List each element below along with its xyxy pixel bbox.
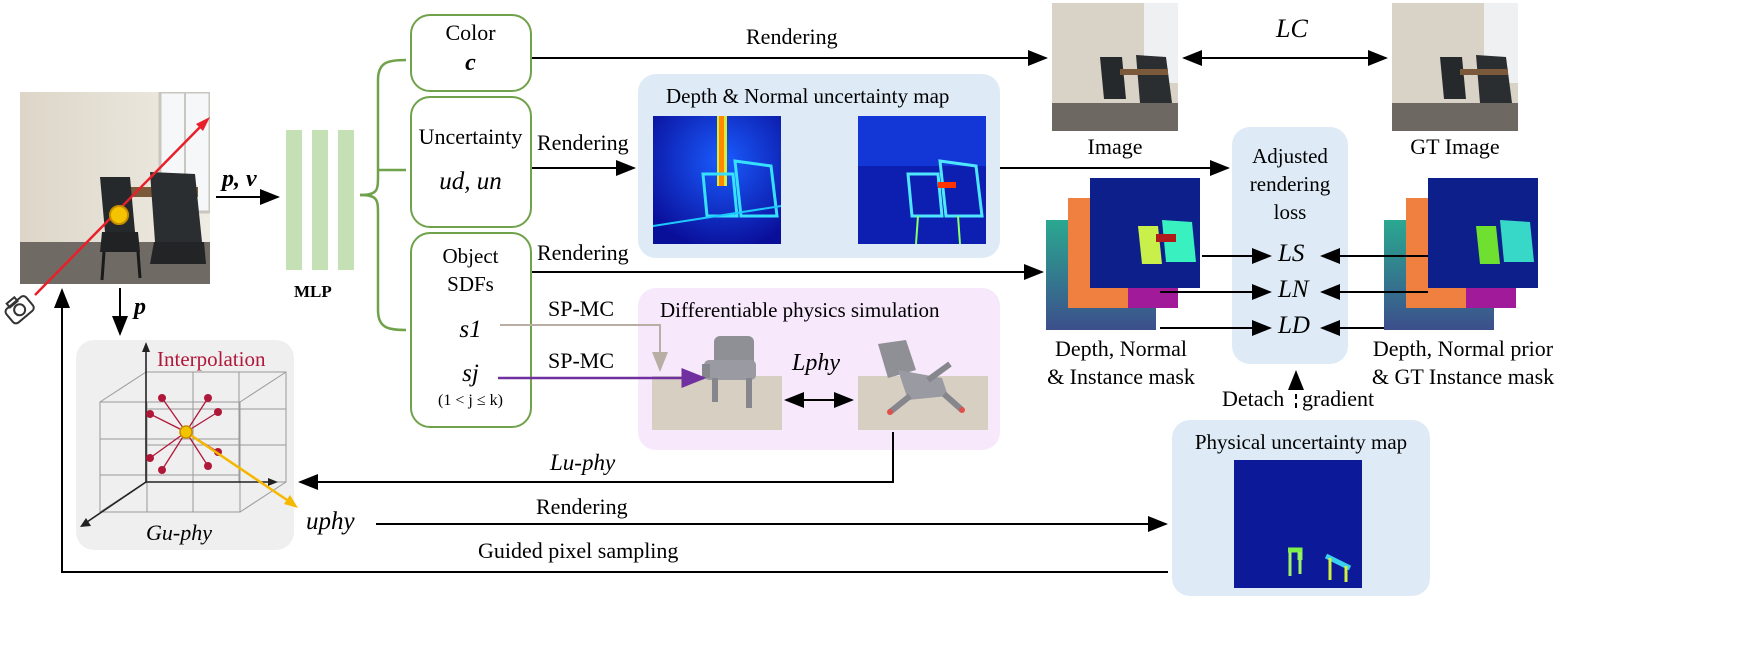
camera-ray [34, 117, 210, 296]
sdf-title-1: Object [442, 244, 499, 268]
mlp-bar-1 [286, 130, 302, 270]
color-title: Color [445, 20, 496, 45]
chair-fallen-sim [858, 340, 988, 430]
uncertainty-title: Uncertainty [418, 124, 523, 149]
detach-label: Detach [1222, 386, 1285, 411]
physical-uncertainty-title: Physical uncertainty map [1194, 430, 1408, 454]
rendering-label-uphy: Rendering [536, 494, 628, 519]
chair-upright-sim [652, 336, 782, 430]
loss-semantic: LS [1278, 240, 1305, 267]
mlp-bar-2 [312, 130, 328, 270]
sdf-s1: s1 [459, 316, 482, 343]
uncertainty-output-box [410, 96, 532, 228]
sdf-sj: sj [462, 360, 479, 387]
normal-uncertainty-heatmap [858, 116, 986, 244]
adjusted-loss-line-3: loss [1273, 200, 1307, 224]
mlp-bar-3 [338, 130, 354, 270]
physics-title: Differentiable physics simulation [660, 298, 940, 322]
predicted-mask-caption-2: & Instance mask [1047, 364, 1195, 389]
mlp-label: MLP [294, 282, 332, 301]
predicted-mask-caption-1: Depth, Normal [1055, 336, 1187, 361]
physical-uncertainty-heatmap [1234, 460, 1362, 588]
loss-normal: LN [1278, 276, 1309, 303]
predicted-mask-stack [1046, 178, 1200, 330]
uphy-label: uphy [306, 508, 355, 535]
adjusted-loss-line-2: rendering [1249, 172, 1331, 196]
grid-label: Gu-phy [146, 520, 212, 545]
gt-image [1392, 3, 1518, 131]
uncertainty-map-title: Depth & Normal uncertainty map [666, 84, 950, 108]
rendering-label-uncertainty: Rendering [537, 130, 629, 155]
color-output-box [410, 14, 532, 92]
prior-mask-caption-2: & GT Instance mask [1371, 364, 1555, 389]
spmc-label-2: SP-MC [548, 348, 615, 373]
loss-color: LC [1276, 14, 1308, 43]
image-caption: Image [1087, 134, 1143, 159]
loss-depth: LD [1278, 312, 1310, 339]
rendering-label-sdf: Rendering [537, 240, 629, 265]
sdf-output-box [410, 232, 532, 428]
spmc-label-1: SP-MC [548, 296, 615, 321]
luphy-label: Lu-phy [550, 450, 616, 475]
rendering-label-color: Rendering [746, 24, 838, 49]
guided-sampling-label: Guided pixel sampling [478, 538, 679, 563]
gradient-label: gradient [1302, 386, 1375, 411]
uncertainty-symbol: ud, un [439, 168, 502, 195]
prior-mask-caption-1: Depth, Normal prior [1372, 336, 1554, 361]
depth-uncertainty-heatmap [653, 116, 781, 244]
prior-mask-stack [1384, 178, 1538, 330]
lphy-label: Lphy [792, 350, 840, 376]
interpolation-title: Interpolation [157, 347, 266, 371]
adjusted-loss-line-1: Adjusted [1252, 144, 1328, 168]
gt-image-caption: GT Image [1410, 134, 1500, 159]
rendered-image [1052, 3, 1178, 131]
camera-icon [4, 295, 35, 325]
interpolation-grid [80, 342, 298, 527]
sdf-title-2: SDFs [447, 272, 494, 296]
sdf-range: (1 < j ≤ k) [438, 392, 503, 409]
input-room-photo [20, 92, 210, 284]
ray-label: p, v [222, 166, 257, 192]
color-symbol: c [465, 50, 476, 76]
point-label: p [134, 294, 146, 320]
